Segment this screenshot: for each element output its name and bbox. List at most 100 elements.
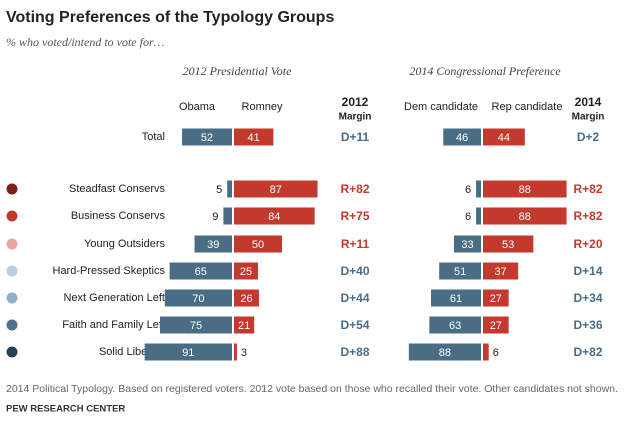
panel-title: 2014 Congressional Preference bbox=[409, 64, 561, 78]
bar bbox=[234, 128, 274, 146]
value-label: 27 bbox=[490, 293, 502, 305]
panel-title: 2012 Presidential Vote bbox=[183, 64, 293, 78]
bar bbox=[483, 235, 534, 253]
value-label: 52 bbox=[201, 132, 213, 144]
category-dot bbox=[6, 319, 18, 331]
margin-label: D+40 bbox=[340, 264, 369, 278]
margin-label: D+54 bbox=[340, 318, 369, 332]
category-label: Next Generation Left bbox=[63, 292, 165, 304]
bar bbox=[483, 262, 519, 280]
value-label: 63 bbox=[449, 320, 461, 332]
margin-label: D+2 bbox=[577, 130, 600, 144]
legend-label: Rep candidate bbox=[492, 101, 563, 113]
bar bbox=[483, 343, 489, 361]
bar bbox=[234, 207, 315, 225]
subtitle: % who voted/intend to vote for… bbox=[6, 35, 164, 49]
value-label: 21 bbox=[238, 320, 250, 332]
bar bbox=[223, 207, 232, 225]
bar bbox=[443, 128, 481, 146]
bar bbox=[234, 262, 258, 280]
category-label: Total bbox=[142, 131, 165, 143]
margin-label: D+82 bbox=[573, 345, 602, 359]
value-label: 53 bbox=[502, 239, 514, 251]
value-label: 84 bbox=[268, 211, 280, 223]
bar bbox=[194, 235, 232, 253]
value-label: 37 bbox=[494, 266, 506, 278]
legend-label: Dem candidate bbox=[404, 101, 478, 113]
value-label: 6 bbox=[493, 347, 499, 359]
value-label: 75 bbox=[190, 320, 202, 332]
bar bbox=[483, 180, 567, 198]
bar bbox=[234, 316, 255, 334]
category-dot bbox=[6, 292, 18, 304]
bar bbox=[234, 343, 237, 361]
bar bbox=[483, 128, 525, 146]
category-label: Business Conservs bbox=[71, 210, 166, 222]
value-label: 41 bbox=[248, 132, 260, 144]
value-label: 27 bbox=[490, 320, 502, 332]
value-label: 25 bbox=[240, 266, 252, 278]
value-label: 5 bbox=[216, 184, 222, 196]
margin-label: D+34 bbox=[573, 291, 602, 305]
value-label: 39 bbox=[207, 239, 219, 251]
category-label: Young Outsiders bbox=[84, 238, 165, 250]
note: 2014 Political Typology. Based on regist… bbox=[6, 383, 618, 395]
value-label: 65 bbox=[195, 266, 207, 278]
category-label: Faith and Family Left bbox=[62, 319, 165, 331]
bar bbox=[483, 207, 567, 225]
value-label: 61 bbox=[450, 293, 462, 305]
margin-label: R+75 bbox=[340, 209, 369, 223]
bar bbox=[453, 235, 481, 253]
category-dot bbox=[6, 210, 18, 222]
category-label: Hard-Pressed Skeptics bbox=[53, 265, 166, 277]
bar bbox=[476, 207, 481, 225]
margin-label: D+44 bbox=[340, 291, 369, 305]
value-label: 9 bbox=[212, 211, 218, 223]
margin-header: Margin bbox=[339, 112, 372, 123]
value-label: 6 bbox=[465, 211, 471, 223]
margin-label: R+82 bbox=[573, 209, 602, 223]
bar bbox=[439, 262, 481, 280]
bar bbox=[483, 316, 509, 334]
value-label: 6 bbox=[465, 184, 471, 196]
bar bbox=[408, 343, 481, 361]
bar bbox=[227, 180, 232, 198]
value-label: 70 bbox=[192, 293, 204, 305]
bar bbox=[234, 289, 259, 307]
bar bbox=[476, 180, 481, 198]
title: Voting Preferences of the Typology Group… bbox=[6, 9, 334, 26]
margin-label: R+20 bbox=[573, 237, 602, 251]
margin-header: 2012 bbox=[342, 95, 369, 109]
value-label: 51 bbox=[454, 266, 466, 278]
legend-label: Obama bbox=[179, 101, 216, 113]
margin-label: D+88 bbox=[340, 345, 369, 359]
margin-label: D+36 bbox=[573, 318, 602, 332]
value-label: 44 bbox=[498, 132, 510, 144]
category-dot bbox=[6, 238, 18, 250]
margin-label: R+11 bbox=[341, 237, 370, 251]
bar bbox=[182, 128, 232, 146]
value-label: 46 bbox=[456, 132, 468, 144]
value-label: 87 bbox=[270, 184, 282, 196]
margin-header: 2014 bbox=[575, 95, 602, 109]
margin-label: R+82 bbox=[573, 182, 602, 196]
margin-label: R+82 bbox=[340, 182, 369, 196]
margin-label: D+11 bbox=[341, 130, 370, 144]
margin-header: Margin bbox=[572, 112, 605, 123]
bar bbox=[160, 316, 232, 334]
value-label: 3 bbox=[241, 347, 247, 359]
bar bbox=[164, 289, 232, 307]
value-label: 88 bbox=[519, 211, 531, 223]
bar bbox=[430, 289, 481, 307]
value-label: 88 bbox=[439, 347, 451, 359]
source: PEW RESEARCH CENTER bbox=[6, 404, 125, 415]
bar bbox=[234, 235, 282, 253]
bar bbox=[429, 316, 481, 334]
bar bbox=[169, 262, 232, 280]
category-dot bbox=[6, 346, 18, 358]
bar bbox=[144, 343, 232, 361]
value-label: 33 bbox=[461, 239, 473, 251]
category-dot bbox=[6, 183, 18, 195]
legend-label: Romney bbox=[242, 101, 283, 113]
bar bbox=[483, 289, 509, 307]
